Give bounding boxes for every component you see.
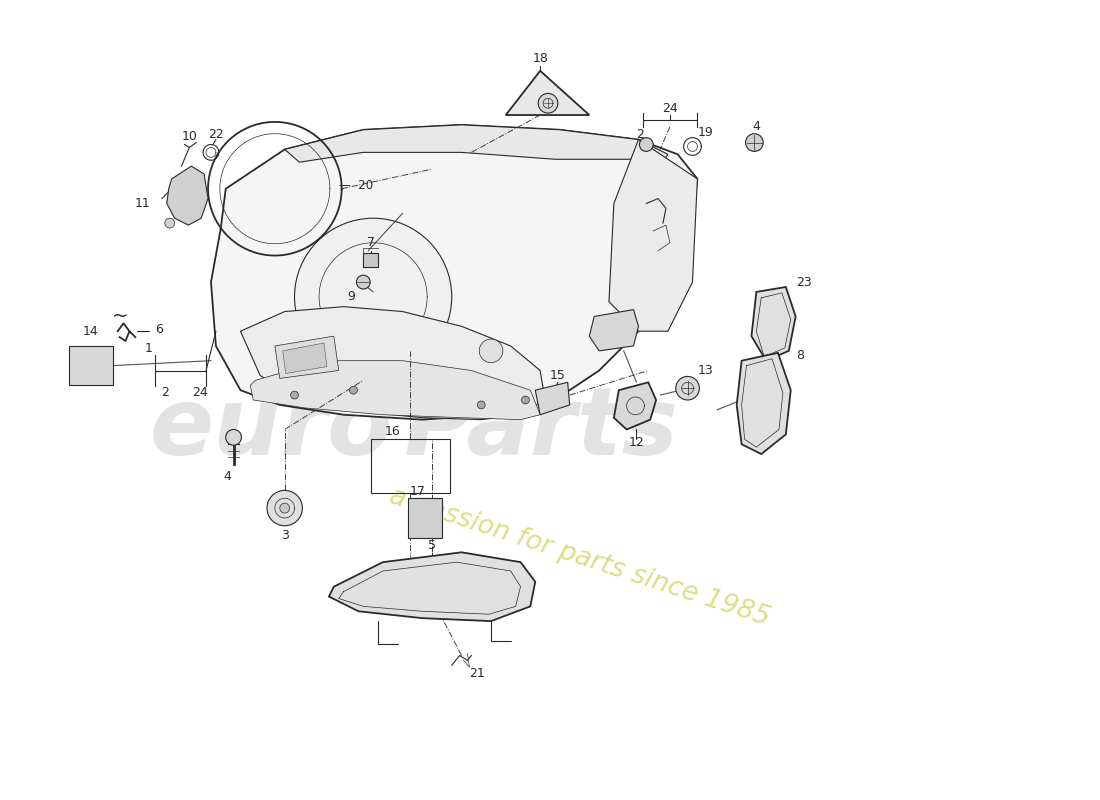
Polygon shape (614, 382, 656, 430)
Text: 6: 6 (155, 322, 163, 336)
Text: 5: 5 (428, 539, 436, 552)
Circle shape (538, 94, 558, 113)
Polygon shape (737, 353, 791, 454)
Circle shape (480, 339, 503, 362)
Circle shape (350, 386, 358, 394)
Polygon shape (283, 343, 327, 374)
Text: 14: 14 (82, 325, 98, 338)
Polygon shape (506, 71, 590, 115)
Text: 2: 2 (161, 386, 168, 398)
Circle shape (267, 490, 303, 526)
Circle shape (477, 401, 485, 409)
Text: euro: euro (150, 383, 393, 475)
Text: 18: 18 (532, 51, 548, 65)
Circle shape (226, 430, 242, 446)
Circle shape (295, 218, 452, 375)
Polygon shape (241, 306, 546, 420)
Circle shape (639, 138, 653, 151)
Text: 4: 4 (223, 470, 232, 483)
Polygon shape (329, 552, 536, 621)
Text: 12: 12 (628, 436, 645, 449)
Circle shape (746, 134, 763, 151)
Polygon shape (363, 253, 378, 267)
Text: 23: 23 (795, 275, 812, 289)
Text: 11: 11 (134, 197, 150, 210)
Text: —  20: — 20 (339, 179, 373, 192)
Text: 8: 8 (795, 350, 804, 362)
Circle shape (356, 275, 371, 289)
Text: 24: 24 (192, 386, 208, 398)
Text: 1: 1 (145, 342, 153, 355)
Polygon shape (536, 382, 570, 414)
Circle shape (521, 396, 529, 404)
Text: 10: 10 (182, 130, 197, 142)
Text: 21: 21 (470, 666, 485, 680)
Text: 3: 3 (280, 529, 288, 542)
Text: 22: 22 (208, 128, 223, 141)
Polygon shape (275, 336, 339, 378)
Text: 15: 15 (550, 369, 565, 382)
Circle shape (675, 377, 700, 400)
Text: 24: 24 (662, 102, 678, 114)
Text: ~: ~ (111, 307, 128, 326)
Text: 13: 13 (697, 364, 713, 377)
Polygon shape (251, 361, 540, 420)
Text: 4: 4 (752, 120, 760, 134)
Text: 17: 17 (409, 485, 426, 498)
Text: Parts: Parts (403, 383, 678, 475)
Polygon shape (285, 125, 668, 169)
Polygon shape (167, 166, 208, 225)
Polygon shape (211, 125, 697, 420)
Circle shape (165, 218, 175, 228)
Text: 16: 16 (385, 425, 400, 438)
Text: 9: 9 (348, 290, 355, 303)
Polygon shape (751, 287, 795, 361)
Polygon shape (407, 498, 442, 538)
Polygon shape (609, 140, 697, 331)
Circle shape (290, 391, 298, 399)
Text: 2: 2 (637, 128, 645, 141)
Polygon shape (590, 310, 638, 351)
Circle shape (279, 503, 289, 513)
Text: a passion for parts since 1985: a passion for parts since 1985 (386, 483, 773, 631)
Polygon shape (68, 346, 112, 386)
Text: 19: 19 (697, 126, 713, 139)
Text: 7: 7 (367, 236, 375, 250)
